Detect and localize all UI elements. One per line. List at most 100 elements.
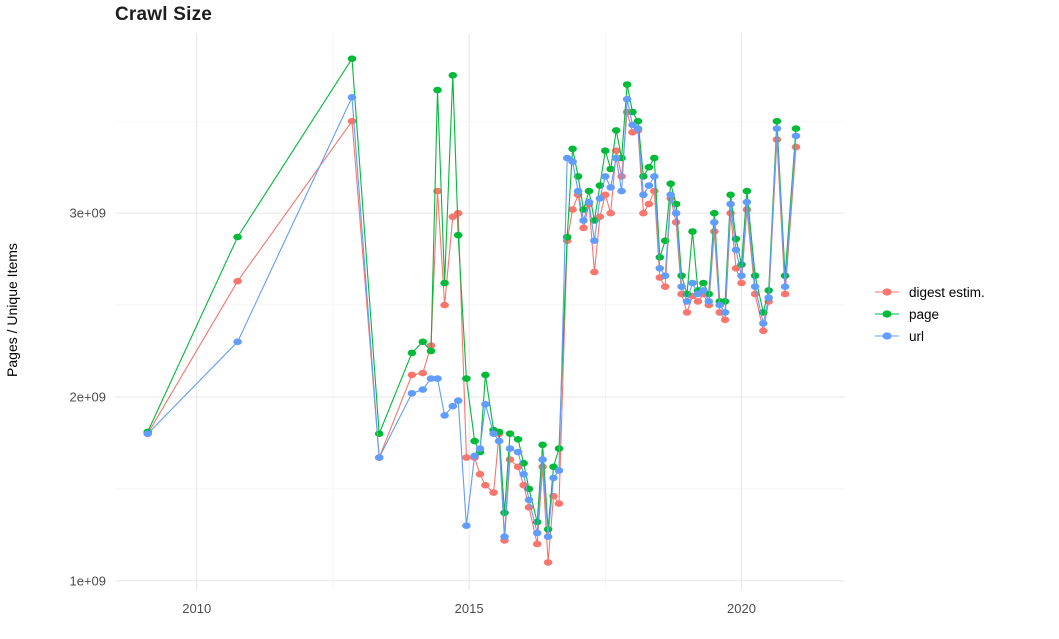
data-point <box>500 509 509 517</box>
data-point <box>426 347 436 355</box>
data-point <box>233 277 242 285</box>
series-line-url <box>147 95 797 537</box>
data-point <box>524 504 534 511</box>
data-point <box>650 154 659 162</box>
data-point <box>764 294 773 302</box>
data-point <box>513 448 523 456</box>
data-point <box>699 287 708 294</box>
data-point <box>433 86 442 94</box>
data-point <box>606 165 615 173</box>
data-point <box>407 349 417 357</box>
data-point <box>595 182 605 189</box>
x-tick-label: 2015 <box>455 601 484 616</box>
data-point <box>573 187 583 195</box>
data-point <box>611 154 621 162</box>
data-point <box>791 132 801 140</box>
data-point <box>481 371 490 379</box>
data-point <box>532 529 542 537</box>
data-point <box>682 309 692 316</box>
data-point <box>562 233 572 241</box>
legend-key-icon <box>875 288 899 296</box>
legend: digest estim. page url <box>874 284 985 344</box>
data-point <box>606 184 615 191</box>
data-point <box>489 489 498 496</box>
data-point <box>731 235 741 243</box>
data-point <box>780 272 790 280</box>
data-point <box>453 209 463 217</box>
data-point <box>660 272 670 280</box>
data-point <box>568 145 577 153</box>
data-point <box>505 445 515 452</box>
x-tick-label: 2020 <box>727 601 756 616</box>
data-point <box>554 445 564 452</box>
data-point <box>448 72 458 79</box>
data-point <box>453 231 463 239</box>
data-point <box>433 375 442 382</box>
data-point <box>143 430 152 438</box>
data-point <box>513 436 523 443</box>
data-point <box>699 279 708 287</box>
data-point <box>720 316 730 324</box>
legend-label: page <box>909 306 940 322</box>
data-point <box>524 496 534 504</box>
data-point <box>475 445 485 452</box>
data-point <box>462 375 471 382</box>
data-point <box>650 187 659 195</box>
data-point <box>470 452 479 460</box>
data-point <box>601 173 610 180</box>
data-point <box>554 467 564 474</box>
data-point <box>644 200 654 208</box>
data-point <box>538 441 547 449</box>
data-point <box>671 219 681 226</box>
data-point <box>374 430 384 438</box>
data-point <box>440 279 449 287</box>
data-point <box>407 390 417 397</box>
data-point <box>655 265 665 272</box>
data-point <box>601 147 610 154</box>
data-point <box>633 125 643 132</box>
data-point <box>462 522 471 529</box>
data-point <box>347 94 357 101</box>
data-point <box>481 481 490 489</box>
data-point <box>780 283 790 291</box>
y-tick-label: 2e+09 <box>69 389 106 404</box>
data-point <box>772 117 782 125</box>
data-point <box>494 437 504 445</box>
data-point <box>666 180 675 187</box>
legend-item: url <box>874 328 985 344</box>
data-point <box>549 474 558 482</box>
data-point <box>440 301 449 309</box>
data-point <box>660 283 670 291</box>
data-point <box>584 187 594 195</box>
legend-item: digest estim. <box>874 284 985 300</box>
data-point <box>579 224 588 232</box>
data-point <box>780 290 790 298</box>
data-point <box>710 219 719 226</box>
data-point <box>568 158 577 165</box>
data-point <box>666 191 675 199</box>
data-point <box>693 298 703 305</box>
data-point <box>584 198 594 206</box>
data-point <box>418 386 428 393</box>
data-point <box>710 228 719 235</box>
data-point <box>639 173 648 180</box>
data-point <box>489 430 498 438</box>
data-point <box>505 430 515 438</box>
data-point <box>453 397 463 405</box>
data-point <box>418 369 428 377</box>
data-point <box>475 470 485 478</box>
data-point <box>677 272 686 280</box>
data-point <box>481 401 490 408</box>
data-point <box>590 237 599 244</box>
legend-key-icon <box>875 310 899 318</box>
data-point <box>688 279 697 287</box>
data-point <box>710 209 719 217</box>
data-point <box>611 127 621 134</box>
data-point <box>233 233 242 241</box>
data-point <box>791 125 801 132</box>
data-point <box>590 268 599 276</box>
data-point <box>448 402 458 410</box>
data-point <box>622 95 632 103</box>
data-point <box>519 470 528 478</box>
